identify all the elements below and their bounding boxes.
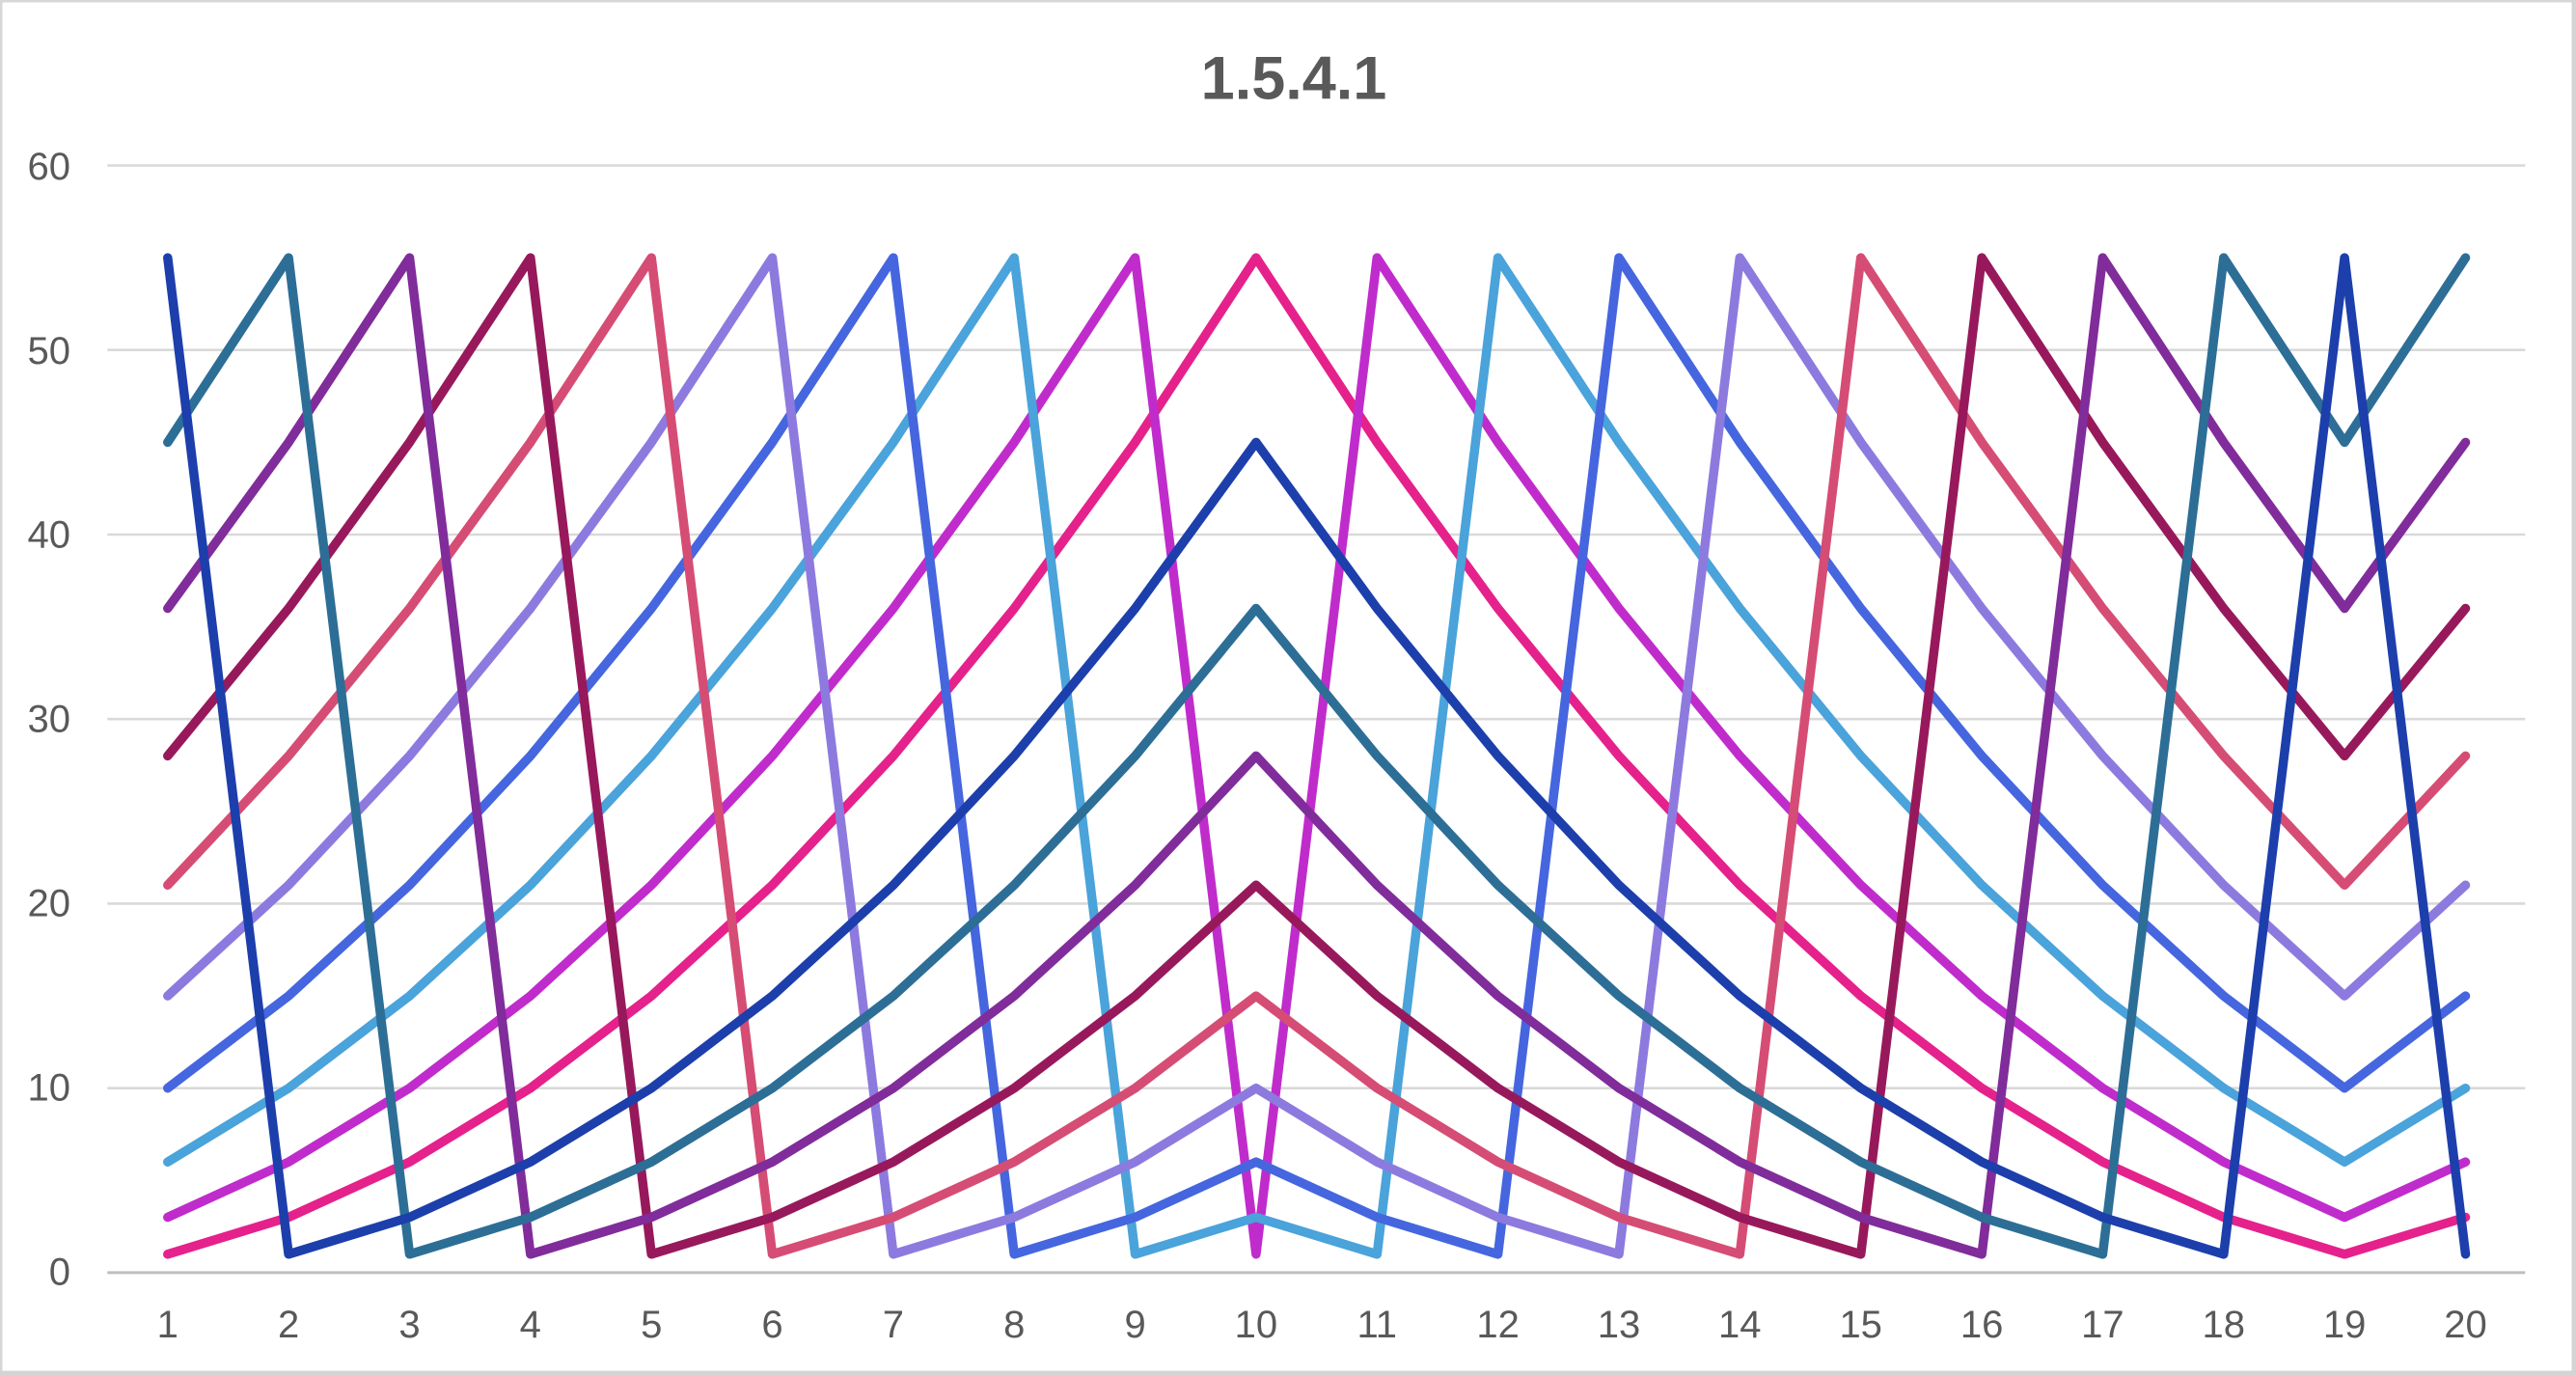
- svg-text:13: 13: [1598, 1304, 1641, 1346]
- svg-text:20: 20: [28, 883, 71, 925]
- svg-text:18: 18: [2203, 1304, 2246, 1346]
- svg-text:7: 7: [883, 1304, 904, 1346]
- svg-text:11: 11: [1357, 1304, 1398, 1346]
- svg-text:10: 10: [1235, 1304, 1278, 1346]
- svg-text:15: 15: [1839, 1304, 1882, 1346]
- svg-text:1.5.4.1: 1.5.4.1: [1201, 45, 1387, 113]
- svg-text:0: 0: [49, 1251, 70, 1293]
- svg-text:4: 4: [520, 1304, 541, 1346]
- svg-text:5: 5: [641, 1304, 662, 1346]
- svg-text:17: 17: [2081, 1304, 2124, 1346]
- svg-text:1: 1: [157, 1304, 178, 1346]
- svg-text:60: 60: [28, 146, 71, 188]
- svg-text:10: 10: [28, 1067, 71, 1110]
- svg-text:30: 30: [28, 699, 71, 741]
- svg-text:8: 8: [1003, 1304, 1025, 1346]
- svg-text:50: 50: [28, 330, 71, 372]
- svg-text:6: 6: [761, 1304, 782, 1346]
- svg-text:19: 19: [2323, 1304, 2367, 1346]
- svg-text:12: 12: [1476, 1304, 1520, 1346]
- svg-text:2: 2: [278, 1304, 299, 1346]
- svg-text:20: 20: [2444, 1304, 2487, 1346]
- svg-text:16: 16: [1960, 1304, 2004, 1346]
- svg-text:14: 14: [1718, 1304, 1762, 1346]
- svg-text:3: 3: [398, 1304, 420, 1346]
- svg-text:9: 9: [1124, 1304, 1145, 1346]
- svg-text:40: 40: [28, 514, 71, 557]
